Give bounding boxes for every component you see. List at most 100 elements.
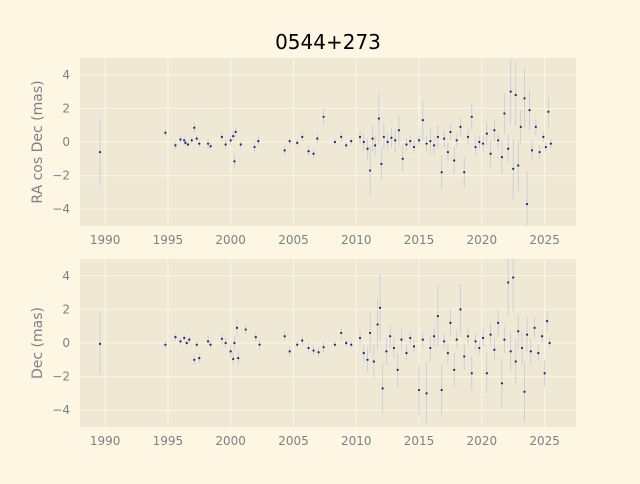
data-point — [366, 358, 369, 361]
data-point — [358, 336, 362, 340]
data-point — [417, 388, 421, 392]
x-tick-label: 2010 — [341, 434, 372, 448]
data-point — [164, 131, 167, 134]
data-point — [470, 115, 473, 118]
data-point — [429, 140, 432, 143]
data-point — [549, 142, 552, 145]
data-point — [503, 112, 506, 115]
data-point — [474, 145, 477, 149]
data-point — [523, 390, 526, 393]
data-point — [436, 135, 439, 139]
data-point — [463, 171, 466, 174]
data-point — [405, 351, 408, 355]
data-point — [254, 336, 257, 339]
data-point — [525, 203, 529, 206]
data-point — [548, 341, 551, 345]
x-tick-label: 2020 — [467, 434, 498, 448]
data-point — [382, 135, 385, 139]
data-point — [340, 135, 343, 139]
data-point — [466, 335, 470, 338]
data-point — [206, 340, 210, 343]
data-point — [534, 125, 537, 128]
data-point — [237, 357, 240, 360]
data-point — [174, 144, 177, 147]
data-point — [453, 159, 456, 162]
data-point — [528, 108, 531, 112]
data-point — [470, 372, 473, 375]
data-point — [421, 119, 424, 122]
data-point — [362, 351, 365, 355]
data-point — [512, 276, 515, 279]
y-tick-label: 0 — [62, 336, 70, 350]
data-point — [459, 308, 462, 311]
data-point — [497, 139, 500, 142]
data-point — [371, 137, 374, 140]
data-point — [429, 346, 432, 350]
data-point — [443, 340, 446, 343]
data-point — [455, 338, 458, 341]
data-point — [449, 130, 452, 134]
data-point — [409, 140, 412, 143]
data-point — [345, 144, 348, 147]
data-point — [433, 335, 436, 338]
data-point — [485, 132, 488, 135]
data-point — [449, 321, 452, 324]
data-point — [544, 145, 547, 149]
data-point — [446, 351, 450, 355]
data-point — [485, 372, 488, 375]
data-point — [443, 137, 446, 140]
data-point — [417, 139, 421, 142]
data-point — [345, 341, 348, 345]
data-point — [333, 140, 337, 144]
data-point — [296, 141, 299, 144]
data-point — [509, 350, 512, 353]
data-point — [412, 345, 416, 348]
data-point — [288, 350, 291, 353]
data-point — [164, 343, 167, 346]
data-point — [519, 125, 522, 128]
data-point — [381, 387, 384, 390]
y-tick-label: 4 — [62, 269, 70, 283]
data-point — [258, 343, 261, 346]
data-point — [235, 326, 239, 329]
data-point — [350, 140, 353, 143]
data-point — [193, 358, 196, 361]
data-point — [507, 281, 510, 284]
data-point — [440, 171, 443, 174]
y-tick-label: −4 — [52, 202, 70, 216]
data-point — [296, 343, 299, 346]
data-point — [394, 139, 397, 142]
data-point — [195, 137, 198, 140]
data-point — [440, 388, 443, 392]
data-point — [481, 142, 485, 145]
data-point — [514, 360, 517, 363]
data-point — [489, 152, 492, 155]
x-tick-label: 2015 — [404, 434, 435, 448]
data-point — [503, 338, 506, 341]
data-point — [229, 350, 232, 353]
data-point — [466, 135, 470, 139]
data-point — [209, 343, 212, 346]
data-point — [385, 350, 388, 353]
data-point — [390, 136, 393, 139]
data-point — [301, 135, 304, 139]
y-tick-label: −2 — [52, 370, 70, 384]
data-point — [392, 346, 396, 350]
x-tick-label: 1995 — [153, 434, 184, 448]
data-point — [179, 138, 182, 141]
data-point — [184, 141, 187, 144]
y-axis-label: RA cos Dec (mas) — [30, 80, 46, 203]
data-point — [376, 323, 379, 326]
data-point — [507, 147, 510, 150]
data-point — [362, 140, 365, 144]
data-point — [301, 339, 304, 342]
x-tick-label: 2000 — [215, 233, 246, 247]
data-point — [397, 129, 401, 132]
data-point — [283, 149, 286, 152]
y-tick-label: 2 — [62, 302, 70, 316]
data-point — [517, 330, 520, 333]
x-tick-label: 1990 — [90, 233, 121, 247]
data-point — [459, 125, 462, 128]
data-point — [412, 145, 416, 149]
data-point — [312, 349, 315, 352]
